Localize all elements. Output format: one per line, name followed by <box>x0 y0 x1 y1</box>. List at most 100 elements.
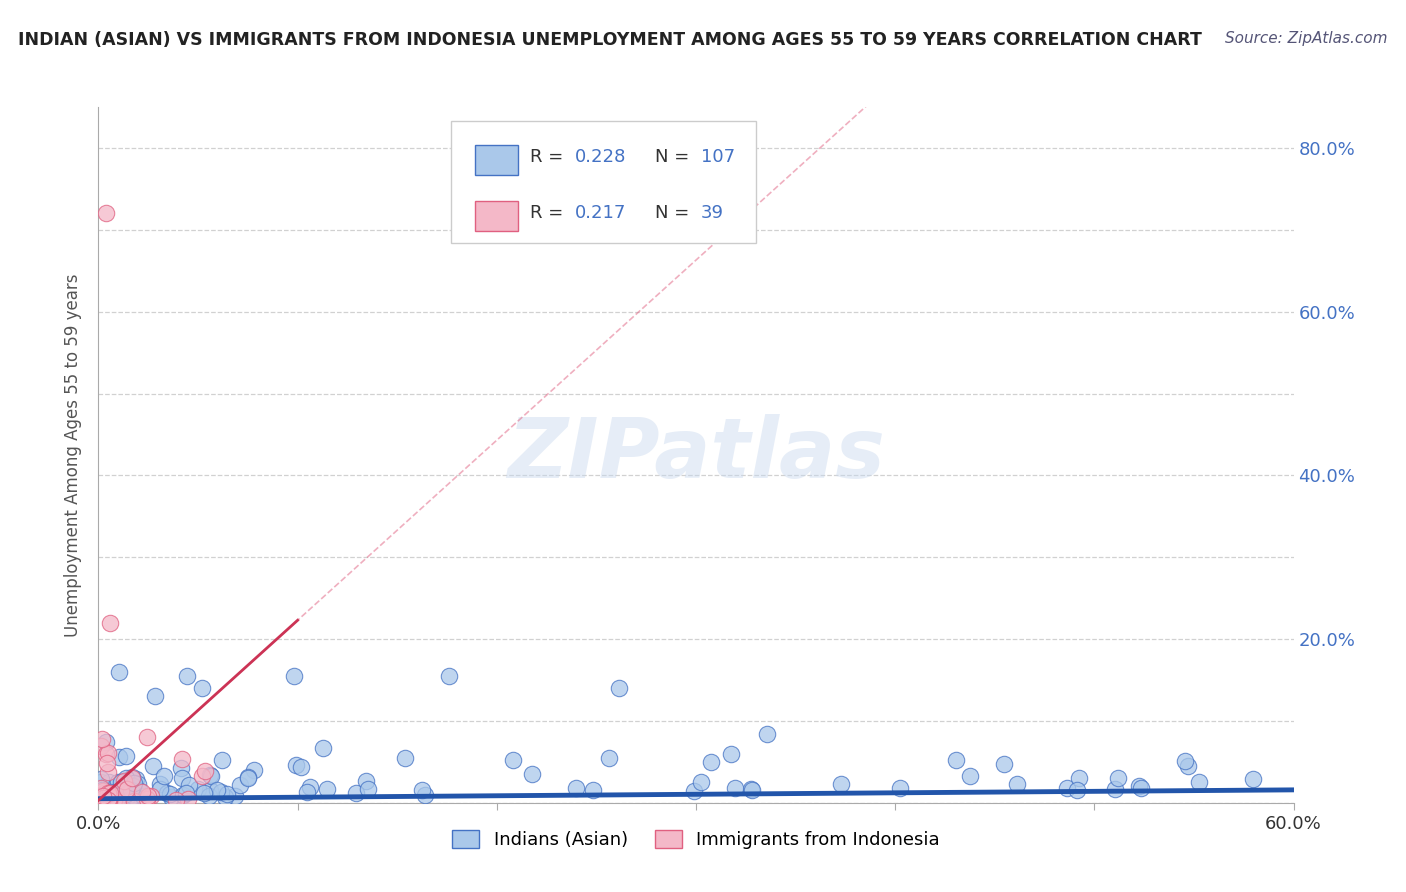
Point <box>159 788 181 802</box>
Point <box>160 790 183 805</box>
Point <box>107 750 129 764</box>
Point <box>1241 772 1264 786</box>
Point <box>242 763 264 777</box>
Point <box>124 772 146 786</box>
Point <box>97 747 120 761</box>
Point <box>993 757 1015 772</box>
Point <box>122 779 145 793</box>
Point <box>97 795 120 809</box>
Y-axis label: Unemployment Among Ages 55 to 59 years: Unemployment Among Ages 55 to 59 years <box>65 273 83 637</box>
Point <box>96 747 118 761</box>
Point <box>740 782 762 797</box>
Point <box>1129 781 1152 796</box>
Text: R =: R = <box>530 204 569 222</box>
Point <box>87 789 110 804</box>
Point <box>290 760 312 774</box>
Point <box>193 786 215 800</box>
Point <box>1188 774 1211 789</box>
Text: R =: R = <box>530 148 569 166</box>
Point <box>1066 783 1088 797</box>
Point <box>89 791 111 805</box>
Point <box>207 783 229 797</box>
Point <box>194 764 217 778</box>
Point <box>91 784 114 798</box>
Text: N =: N = <box>655 204 696 222</box>
Point <box>1005 777 1028 791</box>
Point <box>91 783 114 797</box>
Point <box>90 782 112 797</box>
Point <box>128 784 150 798</box>
Point <box>136 789 159 803</box>
Point <box>720 747 742 761</box>
Point <box>124 776 146 790</box>
Point <box>94 735 117 749</box>
Point <box>945 754 967 768</box>
Point <box>683 783 706 797</box>
Point <box>91 796 114 810</box>
Point <box>114 748 136 763</box>
Text: 107: 107 <box>700 148 735 166</box>
Point <box>107 665 129 679</box>
Point <box>177 792 200 806</box>
Point <box>357 782 380 797</box>
Point <box>1128 779 1150 793</box>
Point <box>91 791 114 805</box>
Point <box>1107 771 1129 785</box>
Point <box>190 769 212 783</box>
Point <box>214 790 236 805</box>
Point <box>97 786 120 800</box>
Point <box>959 769 981 783</box>
Point <box>176 669 198 683</box>
Point <box>91 789 114 804</box>
Point <box>170 771 193 785</box>
Point <box>107 789 129 804</box>
Point <box>93 789 115 803</box>
Point <box>889 781 911 796</box>
Point <box>112 773 135 788</box>
FancyBboxPatch shape <box>475 145 517 175</box>
Point <box>149 781 172 796</box>
Point <box>132 790 155 805</box>
Point <box>198 789 221 804</box>
Point <box>209 785 232 799</box>
Point <box>132 789 155 804</box>
Point <box>756 727 779 741</box>
Point <box>1174 754 1197 768</box>
Point <box>142 759 165 773</box>
Point <box>1067 771 1090 785</box>
Text: Source: ZipAtlas.com: Source: ZipAtlas.com <box>1225 31 1388 46</box>
Text: ZIPatlas: ZIPatlas <box>508 415 884 495</box>
Point <box>90 739 112 753</box>
Point <box>354 774 377 789</box>
Point <box>740 782 762 797</box>
Point <box>107 775 129 789</box>
Point <box>149 777 172 791</box>
Point <box>98 615 122 630</box>
Point <box>582 783 605 797</box>
Point <box>502 753 524 767</box>
Point <box>90 781 112 796</box>
Point <box>217 787 239 801</box>
Point <box>89 793 111 807</box>
Point <box>198 782 221 797</box>
Point <box>145 690 167 704</box>
Point <box>172 788 194 802</box>
Point <box>229 779 252 793</box>
Point <box>98 789 121 804</box>
Text: 0.217: 0.217 <box>575 204 627 222</box>
Point <box>107 796 129 810</box>
Point <box>172 752 194 766</box>
Point <box>198 768 221 782</box>
Text: 0.228: 0.228 <box>575 148 627 166</box>
Point <box>152 769 174 783</box>
Point <box>520 767 543 781</box>
Point <box>200 769 222 783</box>
Point <box>121 770 143 784</box>
FancyBboxPatch shape <box>451 121 756 243</box>
Point <box>115 771 138 785</box>
Point <box>115 781 138 796</box>
Text: INDIAN (ASIAN) VS IMMIGRANTS FROM INDONESIA UNEMPLOYMENT AMONG AGES 55 TO 59 YEA: INDIAN (ASIAN) VS IMMIGRANTS FROM INDONE… <box>18 31 1202 49</box>
Point <box>174 786 197 800</box>
Point <box>394 751 416 765</box>
Point <box>90 775 112 789</box>
